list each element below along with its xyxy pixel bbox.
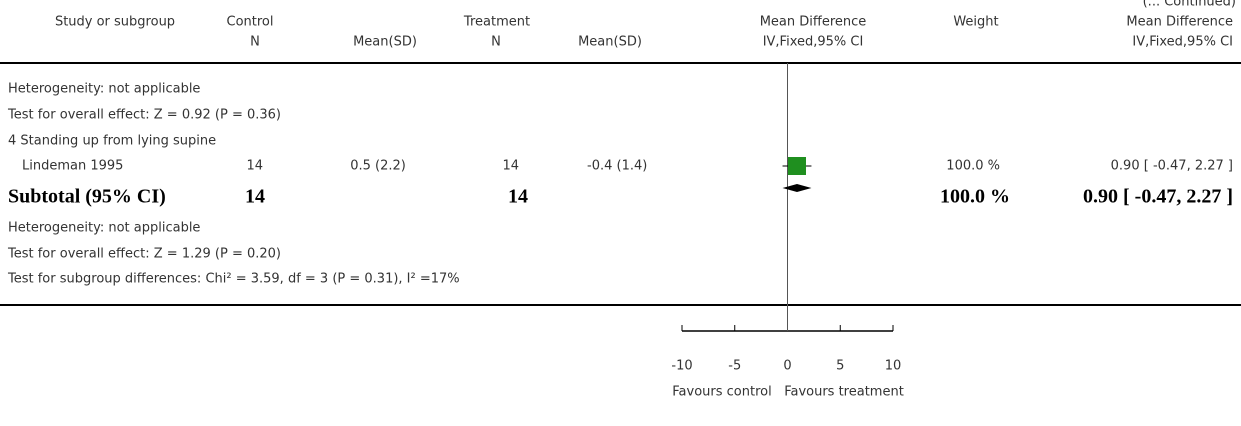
cell: 14 xyxy=(502,159,519,174)
column-header: Mean Difference xyxy=(1126,15,1233,30)
column-header: Control xyxy=(227,15,274,30)
text-line: Heterogeneity: not applicable xyxy=(8,221,200,236)
cell: 0.5 (2.2) xyxy=(350,159,406,174)
cell: 0.90 [ -0.47, 2.27 ] xyxy=(1111,159,1233,174)
sub-header: N xyxy=(491,35,501,50)
column-header: Mean Difference xyxy=(760,15,867,30)
cell: 14 xyxy=(246,159,263,174)
sub-header: Mean(SD) xyxy=(353,35,417,50)
subtotal-label: Subtotal (95% CI) xyxy=(8,186,166,208)
text-line: Test for overall effect: Z = 0.92 (P = 0… xyxy=(7,108,281,123)
text-line: Test for subgroup differences: Chi² = 3.… xyxy=(7,272,460,287)
diamond xyxy=(782,184,812,192)
column-header: Weight xyxy=(953,15,998,30)
text-line: 4 Standing up from lying supine xyxy=(8,134,216,149)
continued: (... Continued) xyxy=(1143,0,1236,10)
text-line: Heterogeneity: not applicable xyxy=(8,82,200,97)
cell: -0.4 (1.4) xyxy=(587,159,647,174)
sub-header: IV,Fixed,95% CI xyxy=(1132,35,1233,50)
text-line: Test for overall effect: Z = 1.29 (P = 0… xyxy=(7,247,281,262)
tick-label: -10 xyxy=(671,359,692,374)
tick-label: 5 xyxy=(836,359,844,374)
cell: 100.0 % xyxy=(946,159,1000,174)
column-header: Study or subgroup xyxy=(55,15,175,30)
study-name: Lindeman 1995 xyxy=(22,159,123,174)
column-header: Treatment xyxy=(463,15,530,30)
effect-square xyxy=(787,157,806,175)
cell: 14 xyxy=(245,186,265,208)
favours-left: Favours control xyxy=(672,385,771,400)
sub-header: Mean(SD) xyxy=(578,35,642,50)
sub-header: IV,Fixed,95% CI xyxy=(763,35,864,50)
sub-header: N xyxy=(250,35,260,50)
cell: 0.90 [ -0.47, 2.27 ] xyxy=(1083,186,1233,208)
tick-label: -5 xyxy=(728,359,741,374)
tick-label: 0 xyxy=(783,359,791,374)
favours-right: Favours treatment xyxy=(784,385,904,400)
cell: 100.0 % xyxy=(940,186,1010,208)
tick-label: 10 xyxy=(885,359,902,374)
cell: 14 xyxy=(508,186,528,208)
